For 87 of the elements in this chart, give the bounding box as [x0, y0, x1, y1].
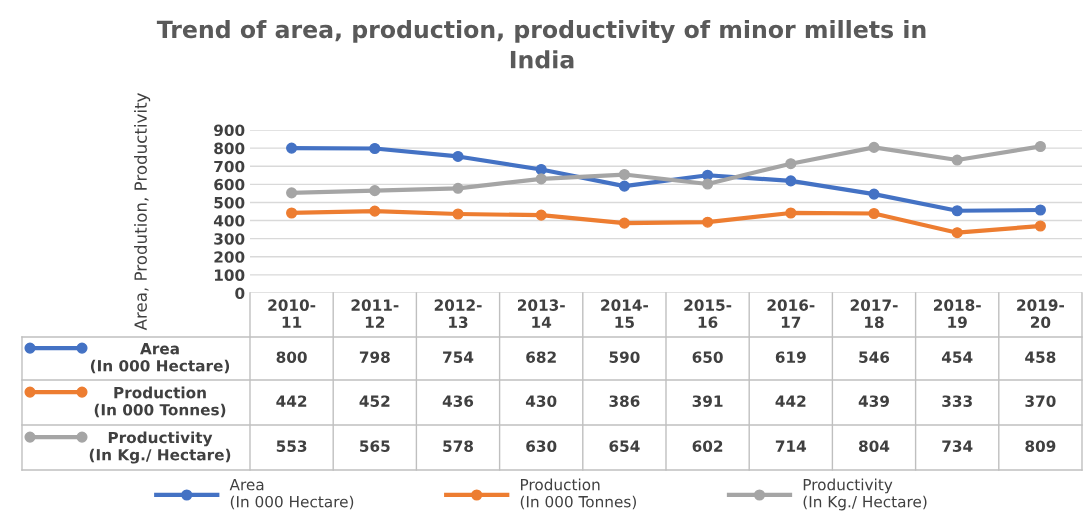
text: Production (In 000 Tonnes): [520, 478, 636, 510]
data-label: 452: [359, 395, 390, 407]
point: [785, 175, 797, 187]
data-label: 391: [692, 395, 723, 407]
data-label: 430: [525, 395, 557, 407]
point: [452, 150, 464, 162]
y-tick-label: 800: [214, 142, 245, 155]
data-label: 578: [443, 440, 473, 452]
data-label: 754: [443, 351, 474, 363]
point: [868, 141, 880, 153]
x-tick-label: 2015- 16: [684, 299, 732, 328]
legend-label: Productivity (In Kg./ Hectare): [89, 431, 231, 464]
data-label: 619: [775, 351, 806, 363]
data-label: 565: [360, 440, 390, 452]
point: [951, 227, 963, 239]
y-tick-label: 0: [235, 287, 245, 300]
point: [369, 185, 381, 197]
point: [452, 182, 464, 194]
point: [785, 207, 797, 219]
point: [1034, 220, 1046, 232]
point: [535, 209, 547, 221]
x-tick-label: 2019- 20: [1017, 299, 1064, 328]
data-label: 800: [276, 351, 307, 363]
y-tick-label: 500: [214, 196, 245, 209]
x-tick-label: 2018- 19: [933, 299, 981, 328]
data-label: 439: [858, 395, 889, 407]
y-axis-title: Area, Prodution, Productivity: [134, 93, 151, 331]
data-label: 436: [442, 395, 474, 407]
x-tick-label: 2017- 18: [850, 299, 898, 328]
y-tick-label: 400: [213, 215, 245, 227]
y-tick-label: 300: [214, 233, 245, 245]
data-label: 454: [941, 351, 973, 363]
data-label: 333: [942, 395, 972, 407]
y-tick-label: 700: [214, 160, 245, 173]
point: [535, 173, 547, 185]
y-tick-label: 100: [214, 269, 245, 281]
y-tick-label: 600: [214, 178, 245, 191]
text: Area (In 000 Hectare): [90, 343, 230, 374]
x-tick-label: 2011- 12: [351, 299, 399, 328]
point: [286, 187, 298, 199]
data-label: 809: [1025, 440, 1056, 452]
data-label: 546: [859, 351, 890, 363]
data-label: 682: [526, 351, 556, 363]
point: [369, 142, 381, 155]
data-label: 386: [609, 395, 640, 407]
data-label: 442: [276, 395, 307, 407]
legend-label: Area (In 000 Hectare): [229, 479, 354, 510]
point: [702, 178, 714, 190]
y-tick-label: 200: [214, 251, 245, 263]
data-label: 798: [359, 351, 390, 363]
x-tick-label: 2013- 14: [517, 299, 565, 328]
data-label: 442: [775, 395, 806, 407]
data-label: 590: [609, 351, 640, 363]
point: [535, 163, 547, 176]
point: [369, 205, 381, 217]
data-label: 650: [692, 351, 723, 363]
chart-title: Trend of area, production, productivity of minor millets in India: [156, 20, 926, 69]
x-tick-label: 2010- 11: [268, 299, 316, 328]
data-label: 714: [775, 440, 807, 452]
point: [951, 154, 963, 166]
point: [286, 207, 298, 219]
point: [1034, 140, 1046, 153]
x-tick-label: 2014- 15: [601, 299, 648, 328]
point: [1034, 204, 1046, 216]
data-label: 553: [276, 440, 307, 452]
x-tick-label: 2016- 17: [767, 299, 815, 328]
point: [785, 158, 797, 170]
data-label: 370: [1025, 395, 1056, 407]
data-label: 804: [858, 440, 890, 452]
point: [868, 207, 880, 220]
x-tick-label: 2012- 13: [434, 299, 482, 328]
point: [452, 208, 464, 220]
point: [286, 142, 298, 154]
legend-label: Production (In 000 Tonnes): [94, 386, 226, 418]
text: Productivity (In Kg./ Hectare): [803, 478, 927, 511]
point: [702, 216, 714, 228]
point: [868, 188, 880, 200]
data-label: 630: [526, 440, 557, 452]
data-label: 734: [942, 440, 973, 452]
point: [951, 205, 963, 217]
y-tick-label: 900: [214, 124, 245, 137]
point: [618, 168, 630, 181]
point: [618, 180, 630, 192]
data-label: 458: [1025, 351, 1056, 363]
point: [618, 217, 630, 229]
data-label: 602: [692, 440, 723, 452]
data-label: 654: [609, 440, 640, 452]
